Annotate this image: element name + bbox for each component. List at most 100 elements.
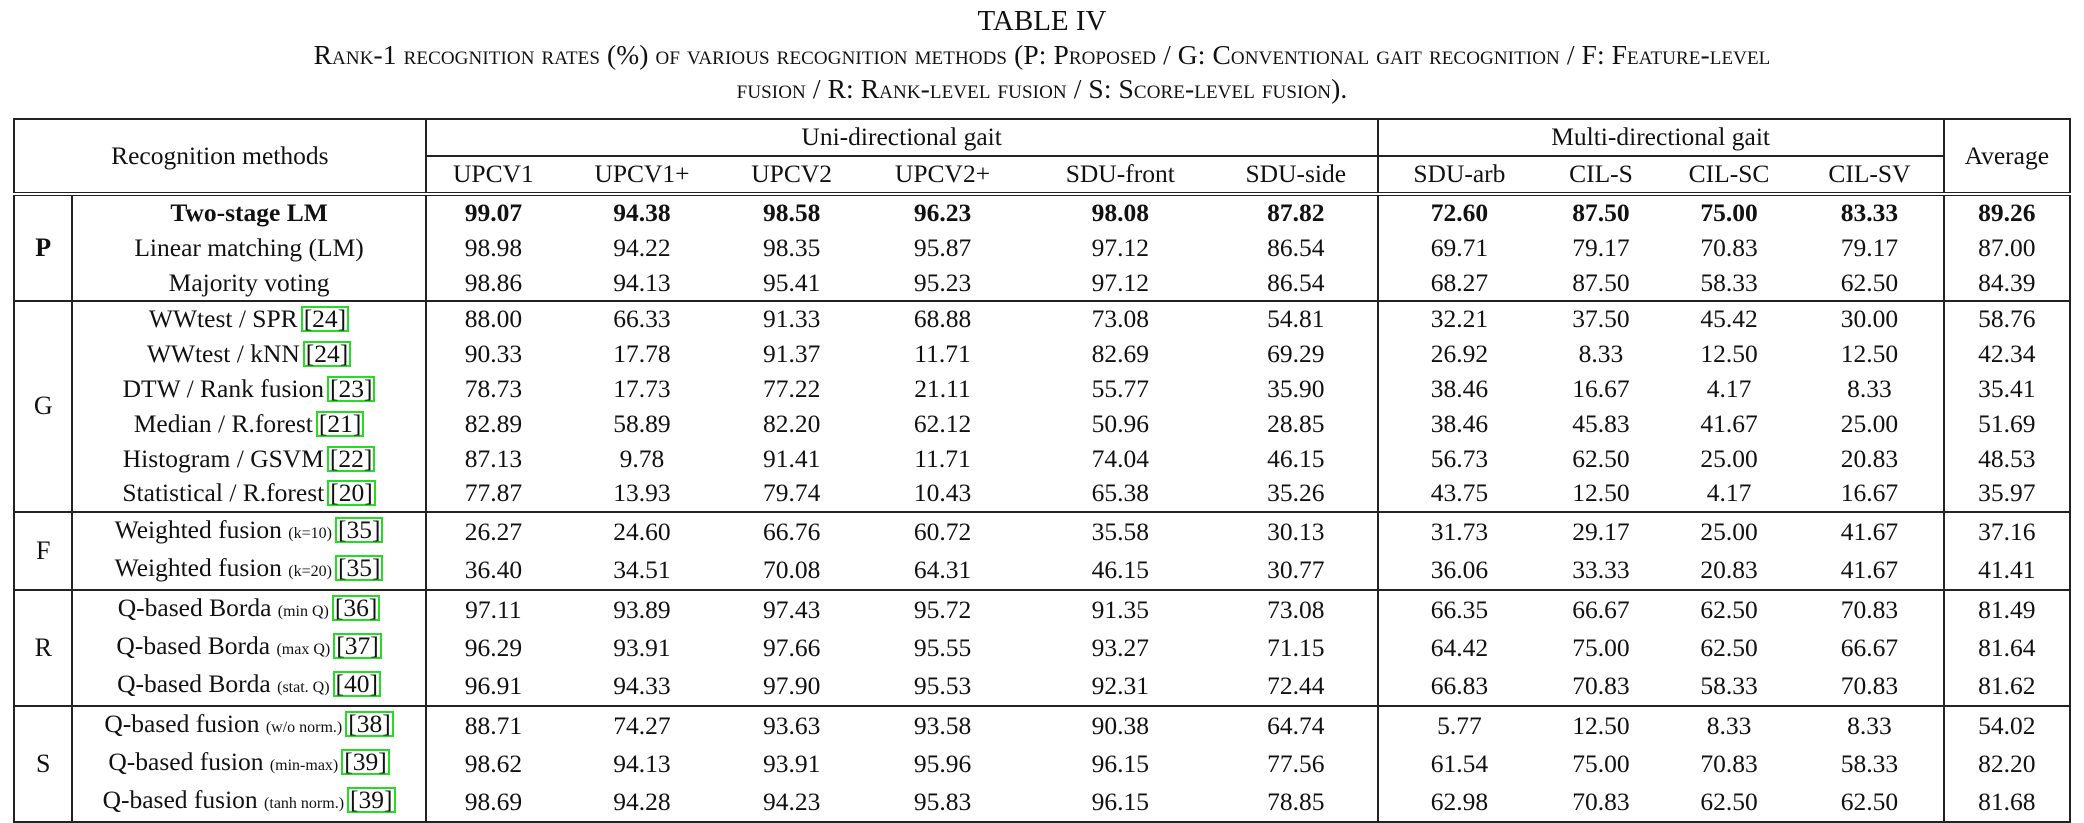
value-cell: 41.67 bbox=[1700, 408, 1758, 438]
value-cell: 82.20 bbox=[762, 408, 821, 438]
value-cell: 94.38 bbox=[560, 191, 724, 231]
table-row: Statistical / R.forest [20] 77.87 13.93 79.7… bbox=[14, 475, 2072, 512]
citation-link[interactable]: [23] bbox=[327, 376, 376, 402]
value-cell: 91.37 bbox=[762, 339, 821, 369]
table-row: Q-based fusion (min-max) [39] 98.62 94.13 93… bbox=[14, 744, 2072, 783]
method-name: DTW / Rank fusion bbox=[122, 373, 324, 403]
value-cell: 34.51 bbox=[613, 554, 671, 584]
value-cell: 12.50 bbox=[1572, 478, 1630, 508]
table-caption: TABLE IV Rank-1 recognition rates (%) of… bbox=[0, 4, 2084, 106]
value-cell: 79.17 bbox=[1572, 232, 1630, 262]
value-cell: 88.00 bbox=[425, 299, 561, 337]
value-cell: 11.71 bbox=[914, 443, 971, 473]
value-cell: 17.78 bbox=[613, 339, 671, 369]
method-cell: Q-based fusion (min-max) [39] bbox=[72, 744, 427, 783]
method-name: Q-based fusion bbox=[102, 784, 258, 814]
value-cell: 62.98 bbox=[1377, 782, 1541, 823]
method-name: Histogram / GSVM bbox=[122, 443, 324, 473]
value-cell: 32.21 bbox=[1377, 299, 1541, 337]
value-cell: 58.89 bbox=[613, 408, 671, 438]
value-cell: 93.58 bbox=[859, 704, 1026, 745]
method-variant: (stat. Q) bbox=[277, 678, 330, 696]
header-recognition-methods: Recognition methods bbox=[13, 118, 427, 195]
value-cell: 65.38 bbox=[1091, 478, 1149, 508]
value-cell: 83.33 bbox=[1796, 191, 1945, 231]
value-cell: 91.41 bbox=[762, 443, 821, 473]
value-cell: 73.08 bbox=[1214, 588, 1379, 629]
value-cell: 75.00 bbox=[1572, 632, 1630, 662]
value-cell: 24.60 bbox=[560, 510, 724, 551]
value-cell: 95.55 bbox=[913, 632, 972, 662]
column-header-row: UPCV1 UPCV1+ UPCV2 UPCV2+ SDU-front SDU-side S… bbox=[14, 155, 2070, 195]
value-cell: 98.86 bbox=[464, 267, 523, 297]
value-cell: 64.31 bbox=[913, 554, 972, 584]
value-cell: 86.54 bbox=[1214, 230, 1379, 266]
method-name: WWtest / kNN bbox=[146, 339, 300, 369]
value-cell: 69.71 bbox=[1430, 232, 1489, 262]
citation-link[interactable]: [20] bbox=[327, 480, 376, 507]
value-cell: 12.50 bbox=[1700, 339, 1758, 369]
value-cell: 5.77 bbox=[1377, 704, 1541, 745]
citation-link[interactable]: [40] bbox=[332, 671, 382, 697]
value-cell: 73.08 bbox=[1025, 299, 1215, 337]
citation-link[interactable]: [36] bbox=[331, 595, 381, 621]
value-cell: 97.12 bbox=[1091, 232, 1149, 262]
value-cell: 58.76 bbox=[1943, 299, 2072, 337]
value-cell: 97.90 bbox=[762, 670, 821, 700]
citation-link[interactable]: [35] bbox=[334, 555, 384, 581]
value-cell: 25.00 bbox=[1661, 510, 1797, 551]
citation-link[interactable]: [24] bbox=[300, 306, 350, 333]
value-cell: 78.85 bbox=[1214, 782, 1379, 823]
value-cell: 86.54 bbox=[1214, 265, 1379, 301]
caption-line-2: fusion / R: Rank-level fusion / S: Score… bbox=[736, 73, 1348, 104]
citation-link[interactable]: [35] bbox=[334, 517, 384, 543]
method-name: Q-based Borda bbox=[116, 630, 271, 660]
group-label: R bbox=[12, 588, 74, 707]
value-cell: 58.33 bbox=[1796, 744, 1945, 783]
value-cell: 93.91 bbox=[613, 632, 671, 662]
value-cell: 98.62 bbox=[464, 748, 523, 778]
value-cell: 91.33 bbox=[723, 299, 860, 337]
method-variant: (k=10) bbox=[288, 524, 332, 542]
value-cell: 77.87 bbox=[464, 478, 523, 508]
value-cell: 16.67 bbox=[1796, 475, 1945, 512]
value-cell: 62.50 bbox=[1572, 443, 1630, 473]
method-cell: Weighted fusion (k=10) [35] bbox=[72, 510, 427, 551]
method-cell: DTW / Rank fusion [23] bbox=[72, 371, 427, 407]
value-cell: 87.82 bbox=[1214, 191, 1379, 231]
value-cell: 9.78 bbox=[619, 443, 665, 473]
value-cell: 50.96 bbox=[1091, 408, 1149, 438]
value-cell: 66.33 bbox=[560, 299, 724, 337]
value-cell: 43.75 bbox=[1430, 478, 1489, 508]
table-row: G WWtest / SPR [24] 88.00 66.33 91.33 68.88 73.… bbox=[12, 299, 2072, 513]
value-cell: 79.17 bbox=[1796, 230, 1945, 266]
citation-link[interactable]: [22] bbox=[326, 445, 376, 472]
citation-link[interactable]: [39] bbox=[341, 749, 390, 775]
citation-link[interactable]: [39] bbox=[347, 787, 396, 813]
header-uni-directional: Uni-directional gait bbox=[425, 118, 1379, 157]
value-cell: 95.87 bbox=[913, 232, 972, 262]
citation-link[interactable]: [24] bbox=[302, 341, 352, 368]
citation-link[interactable]: [21] bbox=[315, 411, 365, 437]
value-cell: 62.50 bbox=[1796, 782, 1945, 823]
value-cell: 62.12 bbox=[913, 408, 972, 438]
column-header-sdu-side: SDU-side bbox=[1214, 155, 1379, 195]
value-cell: 62.50 bbox=[1700, 632, 1758, 662]
value-cell: 95.83 bbox=[859, 782, 1026, 823]
value-cell: 87.00 bbox=[1943, 230, 2072, 266]
value-cell: 94.22 bbox=[613, 232, 671, 262]
value-cell: 30.13 bbox=[1214, 510, 1379, 551]
method-name: Weighted fusion bbox=[114, 514, 282, 544]
method-cell: Histogram / GSVM [22] bbox=[72, 441, 427, 476]
column-header-cil-sv: CIL-SV bbox=[1796, 155, 1945, 195]
value-cell: 90.33 bbox=[464, 339, 523, 369]
value-cell: 81.68 bbox=[1943, 782, 2072, 823]
value-cell: 98.08 bbox=[1025, 191, 1215, 231]
table-row: R Q-based Borda (min Q) [36] 97.11 93.89 97.4… bbox=[12, 588, 2072, 707]
citation-link[interactable]: [37] bbox=[333, 633, 382, 659]
table-row: DTW / Rank fusion [23] 78.73 17.73 77.22 21.1… bbox=[14, 371, 2072, 407]
method-cell: Statistical / R.forest [20] bbox=[72, 475, 427, 512]
citation-link[interactable]: [38] bbox=[345, 711, 394, 737]
column-header-cil-sc: CIL-SC bbox=[1661, 155, 1797, 195]
value-cell: 64.74 bbox=[1214, 704, 1379, 745]
